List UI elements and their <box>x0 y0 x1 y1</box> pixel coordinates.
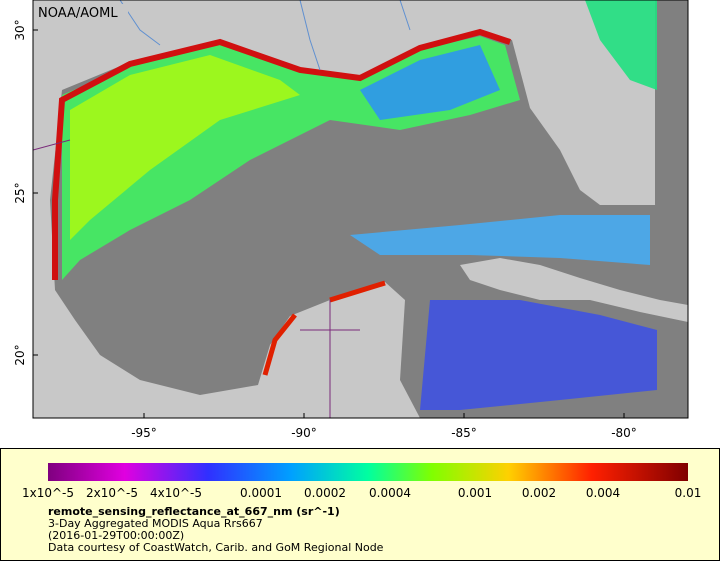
lon-tick-label: -80° <box>611 426 637 440</box>
coastal-red <box>52 28 511 280</box>
lat-tick-label: 30° <box>13 19 27 40</box>
border <box>33 139 360 418</box>
colorbar-tick-label: 0.002 <box>522 486 556 500</box>
credit-box <box>33 4 128 22</box>
legend-time: (2016-01-29T00:00:00Z) <box>48 529 184 542</box>
colorbar <box>48 463 688 481</box>
colorbar-tick-label: 0.001 <box>458 486 492 500</box>
legend-variable: remote_sensing_reflectance_at_667_nm (sr… <box>48 505 340 518</box>
blue-data <box>360 45 500 120</box>
lon-tick-label: -85° <box>451 426 477 440</box>
lat-tick-label: 25° <box>13 182 27 203</box>
atlantic-water <box>655 0 688 205</box>
colorbar-tick-label: 2x10^-5 <box>86 486 138 500</box>
legend-description: 3-Day Aggregated MODIS Aqua Rrs667 <box>48 517 263 530</box>
shelf-data-inner <box>70 55 300 240</box>
caribbean-data <box>420 300 657 410</box>
lon-tick-label: -95° <box>131 426 157 440</box>
colorbar-tick-label: 0.0004 <box>369 486 411 500</box>
lon-tick-label: -90° <box>291 426 317 440</box>
cuba <box>460 258 688 322</box>
map: NOAA/AOML <box>33 0 688 418</box>
colorbar-tick-label: 0.0001 <box>240 486 282 500</box>
credit: NOAA/AOML <box>38 6 118 21</box>
lat-tick-label: 20° <box>13 344 27 365</box>
strait-data <box>350 215 650 265</box>
colorbar-tick-label: 1x10^-5 <box>22 486 74 500</box>
coastal-red-yucatan <box>262 280 386 376</box>
colorbar-tick-label: 0.01 <box>675 486 702 500</box>
legend-source: Data courtesy of CoastWatch, Carib. and … <box>48 541 384 554</box>
colorbar-tick-label: 4x10^-5 <box>150 486 202 500</box>
colorbar-tick-label: 0.0002 <box>304 486 346 500</box>
atlantic-data <box>585 0 657 90</box>
colorbar-tick-label: 0.004 <box>586 486 620 500</box>
map-frame <box>32 0 689 419</box>
